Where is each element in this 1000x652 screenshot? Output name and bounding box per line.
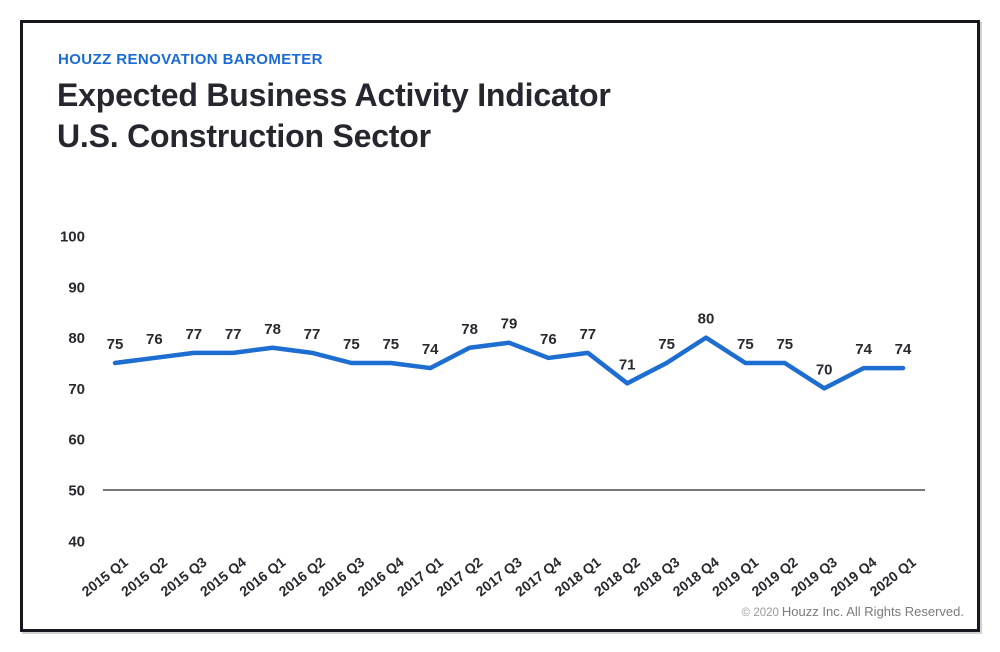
data-point-label: 79 xyxy=(501,316,518,333)
y-tick-label: 80 xyxy=(68,330,85,347)
line-chart-svg: 100 90 80 70 60 50 40 75 76 77 77 78 77 75 75 74 78 79 76 7… xyxy=(60,229,925,599)
copyright-symbol-year: © 2020 xyxy=(741,607,779,619)
data-point-label: 71 xyxy=(619,356,636,373)
copyright-notice: © 2020 Houzz Inc. All Rights Reserved. xyxy=(742,604,964,619)
data-point-label: 80 xyxy=(698,311,715,328)
data-point-label: 74 xyxy=(422,341,439,358)
title-line-2: U.S. Construction Sector xyxy=(57,118,431,154)
data-point-label: 75 xyxy=(343,336,360,353)
series-line xyxy=(112,335,906,391)
y-tick-label: 100 xyxy=(60,229,85,246)
y-tick-label: 90 xyxy=(68,279,85,296)
data-point-label: 77 xyxy=(304,326,321,343)
data-point-label: 75 xyxy=(737,336,754,353)
data-point-label: 76 xyxy=(146,331,163,348)
data-point-label: 75 xyxy=(776,336,793,353)
data-point-label: 74 xyxy=(895,341,912,358)
y-tick-label: 50 xyxy=(68,483,85,500)
y-tick-label: 40 xyxy=(68,533,85,550)
data-point-label: 74 xyxy=(855,341,872,358)
data-point-label: 77 xyxy=(225,326,242,343)
brand-eyebrow: HOUZZ RENOVATION BAROMETER xyxy=(58,51,323,68)
y-tick-label: 60 xyxy=(68,432,85,449)
copyright-text: Houzz Inc. All Rights Reserved. xyxy=(781,604,964,619)
title-line-1: Expected Business Activity Indicator xyxy=(57,77,611,113)
data-point-label: 77 xyxy=(579,326,596,343)
data-point-label: 78 xyxy=(461,321,478,338)
data-point-label: 75 xyxy=(658,336,675,353)
data-point-label: 78 xyxy=(264,321,281,338)
data-point-label: 76 xyxy=(540,331,557,348)
data-point-label: 75 xyxy=(107,336,124,353)
chart-card: HOUZZ RENOVATION BAROMETER Expected Busi… xyxy=(20,20,980,632)
y-tick-label: 70 xyxy=(68,381,85,398)
data-point-label: 75 xyxy=(382,336,399,353)
data-point-label: 70 xyxy=(816,361,833,378)
data-point-label: 77 xyxy=(185,326,202,343)
page-title: Expected Business Activity Indicator U.S… xyxy=(57,75,611,157)
